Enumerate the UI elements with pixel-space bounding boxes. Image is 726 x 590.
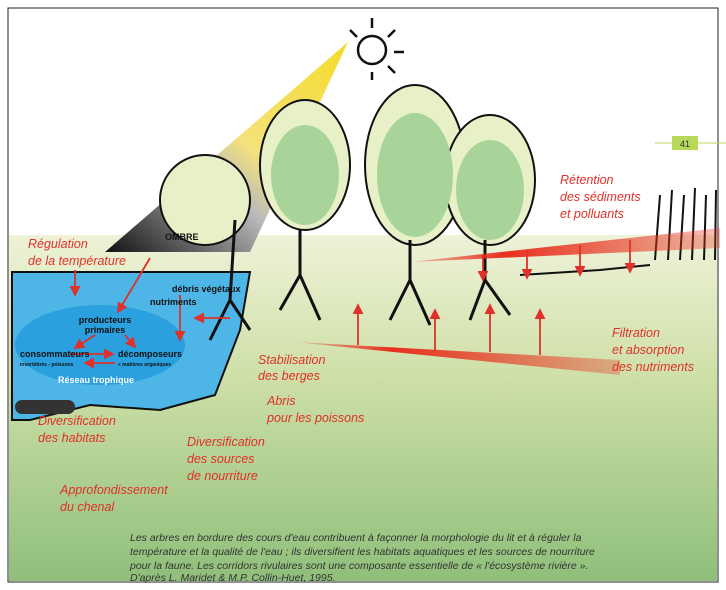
text-line: des sources bbox=[187, 452, 254, 466]
page-number: 41 bbox=[680, 139, 690, 149]
text-line: pour la faune. Les corridors rivulaires … bbox=[129, 560, 588, 572]
log bbox=[15, 400, 75, 414]
sources-label: Diversification des sources de nourriture bbox=[187, 435, 265, 483]
text-line: Abris bbox=[266, 394, 295, 408]
text-line: Les arbres en bordure des cours d'eau co… bbox=[130, 532, 582, 544]
text-line: Rétention bbox=[560, 173, 614, 187]
debris-label: débris végétaux bbox=[172, 284, 241, 294]
text-line: primaires bbox=[85, 325, 126, 335]
text-line: du chenal bbox=[60, 500, 115, 514]
text-line: « matières organiques bbox=[118, 362, 171, 368]
text-line: des nutriments bbox=[612, 360, 694, 374]
text-line: pour les poissons bbox=[266, 411, 364, 425]
text-line: Régulation bbox=[28, 237, 88, 251]
text-line: producteurs bbox=[79, 315, 132, 325]
ombre-label: OMBRE bbox=[165, 232, 199, 242]
illustration: 41 Rétention des sédiments et polluants Ré… bbox=[0, 0, 726, 590]
text-line: Filtration bbox=[612, 326, 660, 340]
text-line: Approfondissement bbox=[59, 483, 168, 497]
text-line: des sédiments bbox=[560, 190, 641, 204]
text-line: température et la qualité de l'eau ; ils… bbox=[130, 546, 595, 558]
text-line: de la température bbox=[28, 254, 126, 268]
text-line: et absorption bbox=[612, 343, 684, 357]
text-line: décomposeurs bbox=[118, 349, 182, 359]
nutriments-label: nutriments bbox=[150, 297, 197, 307]
reseau-label: Réseau trophique bbox=[58, 375, 134, 385]
text-line: et polluants bbox=[560, 207, 624, 221]
text-line: Stabilisation bbox=[258, 353, 325, 367]
page: 41 Rétention des sédiments et polluants Ré… bbox=[0, 0, 726, 590]
text-line: Diversification bbox=[38, 414, 116, 428]
text-line: D'après L. Maridet & M.P. Collin-Huet, 1… bbox=[130, 572, 336, 584]
text-line: consommateurs bbox=[20, 349, 90, 359]
text-line: des berges bbox=[258, 369, 320, 383]
text-line: Diversification bbox=[187, 435, 265, 449]
text-line: invertébrés - poissons bbox=[20, 362, 74, 368]
text-line: des habitats bbox=[38, 431, 105, 445]
text-line: de nourriture bbox=[187, 469, 258, 483]
